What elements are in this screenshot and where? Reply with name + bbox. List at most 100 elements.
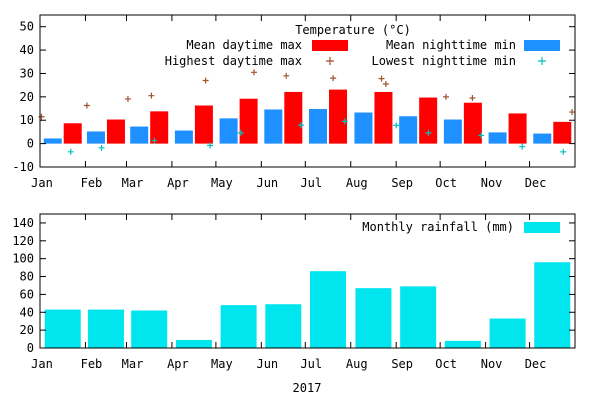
legend-swatch xyxy=(312,40,348,51)
daytime-max-bar xyxy=(463,102,482,144)
y-tick-label: 20 xyxy=(20,90,34,104)
x-tick-label: Jan xyxy=(31,176,53,190)
x-tick-label: Apr xyxy=(167,357,189,371)
temperature-axes: -10 0 10 20 30 40 50 Jan Feb Mar Apr May Jun Jul Aug Se… xyxy=(12,14,576,190)
x-tick-label: Oct xyxy=(435,176,457,190)
lowest-nighttime-point xyxy=(341,118,348,125)
y-tick-label: 120 xyxy=(12,234,34,248)
x-tick-label: Dec xyxy=(525,357,547,371)
y-tick-label: 140 xyxy=(12,216,34,230)
highest-daytime-point xyxy=(378,75,385,82)
rainfall-bar xyxy=(534,262,571,348)
highest-daytime-point xyxy=(83,102,90,109)
rainfall-bars xyxy=(44,262,571,348)
nighttime-min-bar xyxy=(219,118,238,144)
daytime-max-bar xyxy=(329,89,348,144)
lowest-nighttime-point xyxy=(207,142,214,149)
x-tick-label: Mar xyxy=(122,176,144,190)
y-tick-label: 60 xyxy=(20,287,34,301)
daytime-max-bar xyxy=(374,91,393,144)
highest-daytime-point xyxy=(469,95,476,102)
nighttime-min-bar xyxy=(43,138,62,144)
highest-daytime-point xyxy=(148,92,155,99)
legend-label: Highest daytime max xyxy=(165,54,302,68)
x-tick-label: Sep xyxy=(391,357,413,371)
lowest-nighttime-point xyxy=(560,148,567,155)
rainfall-bar xyxy=(44,309,81,348)
nighttime-min-bar xyxy=(354,112,373,144)
y-tick-label: -10 xyxy=(12,160,34,174)
y-tick-label: 20 xyxy=(20,323,34,337)
daytime-max-bar xyxy=(150,111,169,144)
x-tick-label: Dec xyxy=(525,176,547,190)
x-tick-label: Feb xyxy=(81,176,103,190)
daytime-max-bar xyxy=(239,98,258,144)
lowest-nighttime-point xyxy=(98,144,105,151)
highest-daytime-point xyxy=(569,109,576,116)
rainfall-bar xyxy=(400,286,437,348)
highest-daytime-point xyxy=(443,93,450,100)
temperature-legend: Temperature (°C) Mean daytime max Mean ni… xyxy=(165,23,560,68)
nighttime-min-bar xyxy=(130,126,149,144)
highest-daytime-point xyxy=(283,72,290,79)
rainfall-legend: Monthly rainfall (mm) xyxy=(362,220,560,234)
lowest-nighttime-point xyxy=(425,129,432,136)
highest-daytime-point xyxy=(251,69,257,76)
rainfall-xlabel: 2017 xyxy=(293,381,322,395)
y-tick-label: 80 xyxy=(20,270,34,284)
x-tick-label: Mar xyxy=(122,357,144,371)
nighttime-min-bar xyxy=(264,109,283,144)
plot-frame xyxy=(39,213,576,349)
y-tick-label: 0 xyxy=(27,137,34,151)
temperature-chart: -10 0 10 20 30 40 50 Jan Feb Mar Apr May Jun Jul Aug Se… xyxy=(12,14,576,190)
x-tick-label: Nov xyxy=(481,176,503,190)
lowest-nighttime-point xyxy=(67,148,74,155)
temperature-title: Temperature (°C) xyxy=(295,23,411,37)
x-tick-label: Jun xyxy=(256,176,278,190)
legend-label: Mean nighttime min xyxy=(386,38,516,52)
y-tick-label: 100 xyxy=(12,252,34,266)
highest-daytime-point xyxy=(202,77,209,84)
x-tick-label: Jul xyxy=(300,357,322,371)
rainfall-bar xyxy=(310,271,347,348)
lowest-nighttime-point xyxy=(393,122,400,129)
plot-frame xyxy=(39,14,576,168)
y-tick-label: 10 xyxy=(20,113,34,127)
rainfall-bar xyxy=(355,288,392,348)
y-tick-label: 30 xyxy=(20,66,34,80)
lowest-nighttime-point xyxy=(237,129,244,136)
nighttime-min-bar xyxy=(399,116,418,144)
rainfall-axes: 0 20 40 60 80 100 120 140 Jan Feb Mar Apr May Jun Jul A… xyxy=(12,213,576,371)
highest-daytime-point xyxy=(382,80,389,87)
rainfall-bar xyxy=(489,318,526,348)
rainfall-bar xyxy=(131,310,168,348)
rainfall-bar xyxy=(175,339,212,348)
x-tick-label: May xyxy=(211,357,233,371)
y-tick-label: 50 xyxy=(20,20,34,34)
x-tick-label: Jul xyxy=(300,176,322,190)
daytime-max-bar xyxy=(419,97,438,144)
x-tick-label: Apr xyxy=(167,176,189,190)
legend-label: Monthly rainfall (mm) xyxy=(362,220,514,234)
x-tick-label: Oct xyxy=(435,357,457,371)
legend-marker xyxy=(326,57,334,65)
daytime-max-bar xyxy=(194,105,213,144)
nighttime-min-bar xyxy=(443,119,462,144)
legend-label: Mean daytime max xyxy=(186,38,302,52)
x-tick-label: Jan xyxy=(31,357,53,371)
lowest-nighttime-point xyxy=(297,122,304,129)
lowest-nighttime-point xyxy=(519,143,526,150)
daytime-max-bar xyxy=(508,113,527,144)
rainfall-bar xyxy=(87,309,124,348)
daytime-max-bar xyxy=(106,119,125,144)
x-tick-label: Jun xyxy=(256,357,278,371)
daytime-max-bar xyxy=(553,121,572,144)
lowest-nighttime-point xyxy=(151,137,158,144)
rainfall-bar xyxy=(265,304,302,348)
daytime-max-bar xyxy=(284,91,303,144)
daytime-max-bar xyxy=(63,123,82,144)
x-tick-label: May xyxy=(211,176,233,190)
nighttime-min-bar xyxy=(174,130,193,144)
y-tick-label: 0 xyxy=(27,341,34,355)
